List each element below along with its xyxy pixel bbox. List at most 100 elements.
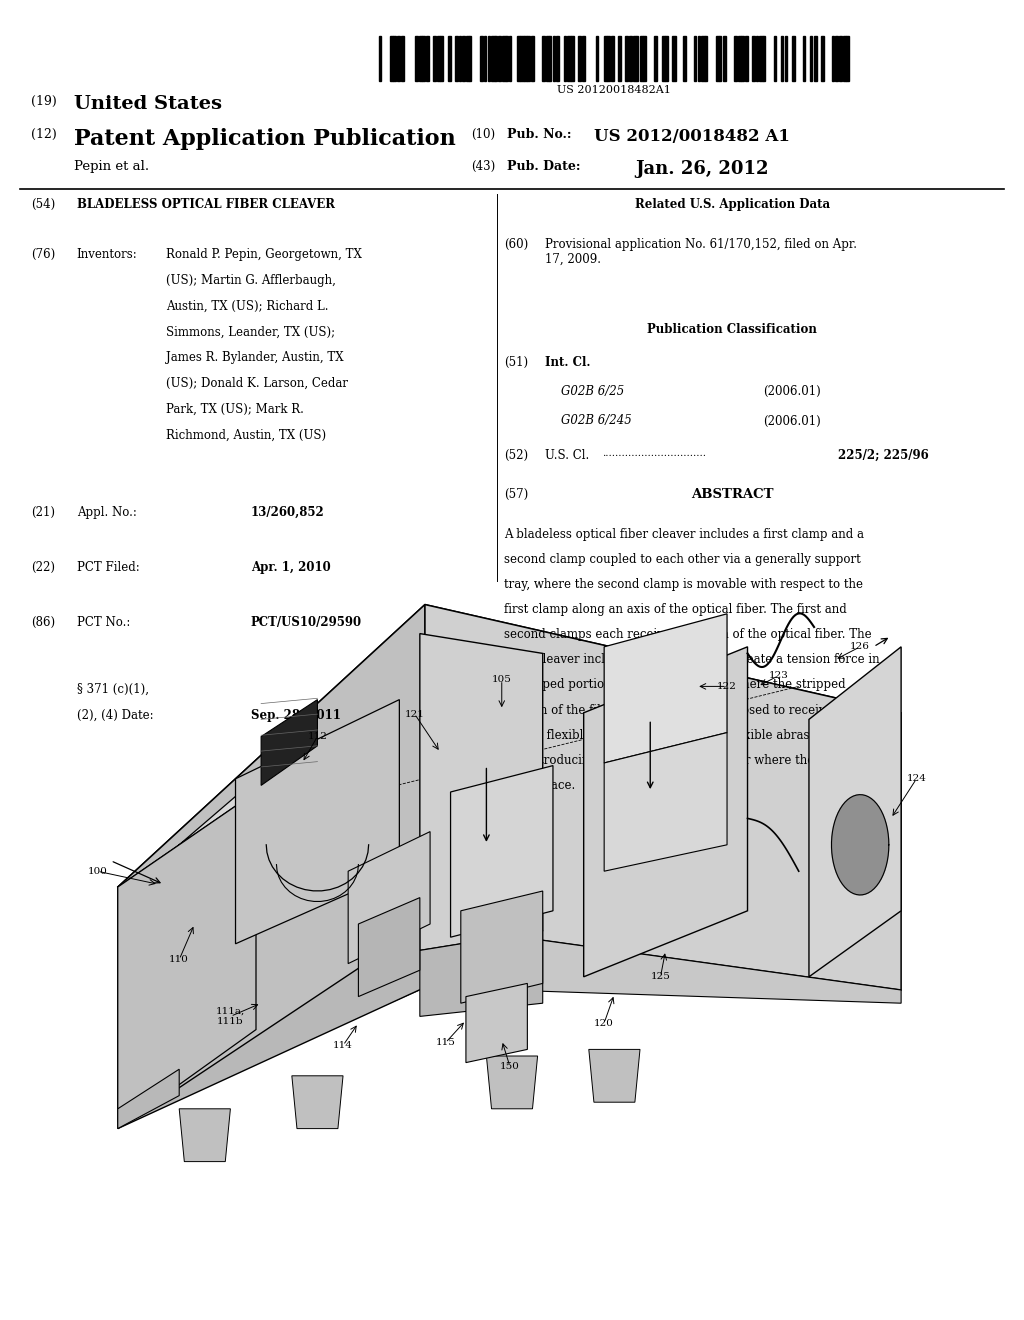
Text: takes place.: takes place. bbox=[504, 779, 575, 792]
Text: portion of the fiber under tension is exposed to receive contact: portion of the fiber under tension is ex… bbox=[504, 704, 881, 717]
Text: PCT No.:: PCT No.: bbox=[77, 616, 130, 630]
Bar bbox=[607, 36, 610, 81]
Bar bbox=[744, 36, 749, 81]
Bar bbox=[495, 36, 497, 81]
Bar bbox=[582, 36, 586, 81]
Text: (22): (22) bbox=[31, 561, 54, 574]
Bar bbox=[419, 36, 422, 81]
Polygon shape bbox=[584, 647, 748, 977]
Bar bbox=[546, 36, 549, 81]
Text: a stripped portion of the optical fiber, where the stripped: a stripped portion of the optical fiber,… bbox=[504, 678, 846, 692]
Text: ABSTRACT: ABSTRACT bbox=[691, 488, 773, 502]
Text: Int. Cl.: Int. Cl. bbox=[545, 356, 590, 370]
Bar bbox=[390, 36, 392, 81]
Text: (43): (43) bbox=[471, 160, 496, 173]
Bar bbox=[683, 36, 686, 81]
Bar bbox=[846, 36, 849, 81]
Text: fiber cleaver includes a mechanism to create a tension force in: fiber cleaver includes a mechanism to cr… bbox=[504, 653, 880, 667]
Bar bbox=[462, 36, 465, 81]
Polygon shape bbox=[420, 634, 543, 950]
Bar bbox=[666, 36, 668, 81]
Bar bbox=[469, 36, 471, 81]
Polygon shape bbox=[118, 792, 256, 1129]
Bar bbox=[633, 36, 636, 81]
Text: from a flexible abrasive material, the flexible abrasive mate-: from a flexible abrasive material, the f… bbox=[504, 729, 864, 742]
Bar bbox=[763, 36, 765, 81]
Bar bbox=[455, 36, 458, 81]
Text: Park, TX (US); Mark R.: Park, TX (US); Mark R. bbox=[166, 403, 304, 416]
Text: 115: 115 bbox=[435, 1039, 456, 1047]
Bar bbox=[643, 36, 646, 81]
Text: 114: 114 bbox=[333, 1041, 353, 1049]
Bar bbox=[814, 36, 817, 81]
Text: (21): (21) bbox=[31, 506, 54, 519]
Polygon shape bbox=[292, 1076, 343, 1129]
Bar bbox=[705, 36, 708, 81]
Text: Provisional application No. 61/170,152, filed on Apr.
17, 2009.: Provisional application No. 61/170,152, … bbox=[545, 238, 857, 265]
Bar bbox=[553, 36, 555, 81]
Polygon shape bbox=[261, 700, 317, 785]
Text: BLADELESS OPTICAL FIBER CLEAVER: BLADELESS OPTICAL FIBER CLEAVER bbox=[77, 198, 335, 211]
Text: 120: 120 bbox=[594, 1019, 614, 1027]
Text: A bladeless optical fiber cleaver includes a first clamp and a: A bladeless optical fiber cleaver includ… bbox=[504, 528, 864, 541]
Bar bbox=[629, 36, 632, 81]
Bar bbox=[636, 36, 638, 81]
Bar bbox=[440, 36, 442, 81]
Text: (US); Martin G. Afflerbaugh,: (US); Martin G. Afflerbaugh, bbox=[166, 275, 336, 286]
Bar bbox=[571, 36, 574, 81]
Bar bbox=[603, 36, 606, 81]
Polygon shape bbox=[486, 1056, 538, 1109]
Text: Related U.S. Application Data: Related U.S. Application Data bbox=[635, 198, 829, 211]
Bar bbox=[694, 36, 696, 81]
Text: first clamp along an axis of the optical fiber. The first and: first clamp along an axis of the optical… bbox=[504, 603, 847, 616]
Text: (86): (86) bbox=[31, 616, 55, 630]
Bar bbox=[492, 36, 495, 81]
Text: rial introducing a flaw in the optical fiber where the cleave: rial introducing a flaw in the optical f… bbox=[504, 754, 856, 767]
Text: PCT/US10/29590: PCT/US10/29590 bbox=[251, 616, 362, 630]
Text: 112: 112 bbox=[307, 733, 328, 741]
Bar bbox=[549, 36, 552, 81]
Bar bbox=[654, 36, 657, 81]
Polygon shape bbox=[348, 832, 430, 964]
Text: Pub. Date:: Pub. Date: bbox=[507, 160, 581, 173]
Text: (60): (60) bbox=[504, 238, 528, 251]
Text: second clamp coupled to each other via a generally support: second clamp coupled to each other via a… bbox=[504, 553, 860, 566]
Bar bbox=[520, 36, 523, 81]
Polygon shape bbox=[809, 647, 901, 977]
Text: 150: 150 bbox=[500, 1063, 520, 1071]
Polygon shape bbox=[236, 700, 399, 944]
Bar bbox=[516, 36, 520, 81]
Text: Inventors:: Inventors: bbox=[77, 248, 137, 261]
Bar bbox=[567, 36, 570, 81]
Bar bbox=[527, 36, 529, 81]
Bar bbox=[831, 36, 835, 81]
Bar bbox=[662, 36, 665, 81]
Polygon shape bbox=[118, 1069, 179, 1129]
Bar bbox=[422, 36, 425, 81]
Bar bbox=[556, 36, 559, 81]
Bar bbox=[701, 36, 705, 81]
Text: (2), (4) Date:: (2), (4) Date: bbox=[77, 709, 154, 722]
Text: second clamps each receive a portion of the optical fiber. The: second clamps each receive a portion of … bbox=[504, 628, 871, 642]
Bar bbox=[542, 36, 545, 81]
Text: US 2012/0018482 A1: US 2012/0018482 A1 bbox=[594, 128, 790, 145]
Bar bbox=[426, 36, 429, 81]
Bar bbox=[843, 36, 846, 81]
Polygon shape bbox=[118, 605, 425, 1122]
Polygon shape bbox=[425, 605, 901, 990]
Text: Simmons, Leander, TX (US);: Simmons, Leander, TX (US); bbox=[166, 326, 335, 338]
Bar bbox=[531, 36, 534, 81]
Bar bbox=[506, 36, 508, 81]
Text: PCT Filed:: PCT Filed: bbox=[77, 561, 139, 574]
Text: tray, where the second clamp is movable with respect to the: tray, where the second clamp is movable … bbox=[504, 578, 863, 591]
Text: ................................: ................................ bbox=[602, 449, 707, 458]
Bar bbox=[509, 36, 511, 81]
Text: (10): (10) bbox=[471, 128, 496, 141]
Polygon shape bbox=[589, 1049, 640, 1102]
Bar bbox=[752, 36, 756, 81]
Bar bbox=[741, 36, 743, 81]
Polygon shape bbox=[118, 924, 425, 1129]
Bar bbox=[697, 36, 700, 81]
Bar bbox=[803, 36, 805, 81]
Text: Patent Application Publication: Patent Application Publication bbox=[74, 128, 456, 150]
